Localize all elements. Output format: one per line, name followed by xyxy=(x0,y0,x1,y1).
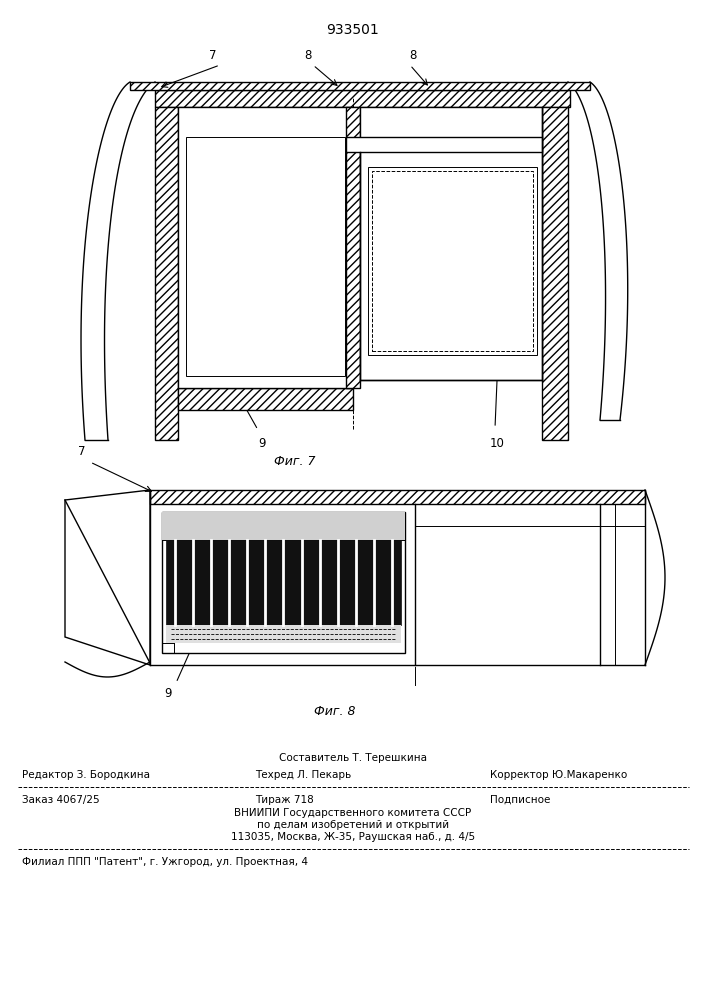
Text: Заказ 4067/25: Заказ 4067/25 xyxy=(22,795,100,805)
Text: Техред Л. Пекарь: Техред Л. Пекарь xyxy=(255,770,351,780)
Bar xyxy=(150,490,645,504)
Text: 9: 9 xyxy=(164,687,172,700)
Bar xyxy=(346,107,360,388)
Polygon shape xyxy=(65,490,150,665)
Text: Редактор З. Бородкина: Редактор З. Бородкина xyxy=(22,770,150,780)
Bar xyxy=(178,388,353,410)
Text: по делам изобретений и открытий: по делам изобретений и открытий xyxy=(257,820,449,830)
Bar xyxy=(130,82,590,90)
Text: 9: 9 xyxy=(258,437,266,450)
Text: Фиг. 7: Фиг. 7 xyxy=(274,455,316,468)
Bar xyxy=(368,167,537,355)
Text: Тираж 718: Тираж 718 xyxy=(255,795,314,805)
Bar xyxy=(155,107,178,440)
Bar xyxy=(186,137,345,376)
Text: ВНИИПИ Государственного комитета СССР: ВНИИПИ Государственного комитета СССР xyxy=(235,808,472,818)
Bar xyxy=(155,107,178,440)
Bar xyxy=(542,107,568,440)
Text: Корректор Ю.Макаренко: Корректор Ю.Макаренко xyxy=(490,770,627,780)
Text: 8: 8 xyxy=(409,49,416,62)
Bar xyxy=(155,90,570,107)
Bar xyxy=(346,107,360,388)
Bar xyxy=(372,171,533,351)
Bar xyxy=(166,625,401,643)
Bar xyxy=(178,388,353,410)
Text: 7: 7 xyxy=(209,49,217,62)
Text: Фиг. 8: Фиг. 8 xyxy=(314,705,356,718)
Bar xyxy=(542,107,568,440)
Bar xyxy=(360,107,542,380)
Text: 7: 7 xyxy=(78,445,86,458)
Text: Составитель Т. Терешкина: Составитель Т. Терешкина xyxy=(279,753,427,763)
Text: 10: 10 xyxy=(489,437,504,450)
Bar xyxy=(178,107,353,388)
Bar xyxy=(162,512,405,540)
Bar xyxy=(130,82,590,90)
Text: Подписное: Подписное xyxy=(490,795,550,805)
Text: Филиал ППП "Патент", г. Ужгород, ул. Проектная, 4: Филиал ППП "Патент", г. Ужгород, ул. Про… xyxy=(22,857,308,867)
Bar xyxy=(346,137,542,152)
Text: 8: 8 xyxy=(304,49,312,62)
Bar xyxy=(162,512,405,653)
Text: 933501: 933501 xyxy=(327,23,380,37)
Bar xyxy=(155,90,570,107)
Bar xyxy=(166,540,401,625)
Text: 113035, Москва, Ж-35, Раушская наб., д. 4/5: 113035, Москва, Ж-35, Раушская наб., д. … xyxy=(231,832,475,842)
